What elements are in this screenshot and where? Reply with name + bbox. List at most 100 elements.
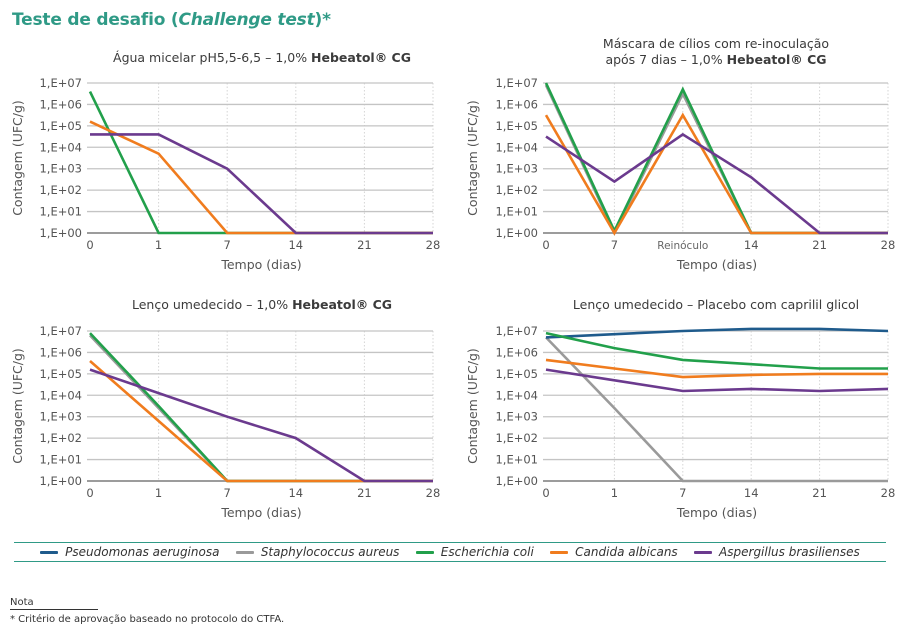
y-tick-label: 1,E+01	[495, 453, 538, 467]
series-line-escherichia-coli	[545, 331, 888, 370]
y-tick-label: 1,E+02	[495, 431, 538, 445]
page-title-prefix: Teste de desafio (	[12, 10, 179, 30]
legend-item: Escherichia coli	[415, 545, 534, 559]
series-line-candida-albicans	[545, 358, 888, 379]
legend-item: Candida albicans	[550, 545, 678, 559]
page-title-italic: Challenge test	[178, 10, 315, 30]
chart-title: Lenço umedecido – Placebo com caprilil g…	[573, 297, 859, 312]
legend-item: Staphylococcus aureus	[235, 545, 400, 559]
x-axis-label: Tempo (dias)	[676, 257, 757, 272]
y-tick-label: 1,E+03	[495, 410, 538, 424]
x-tick-label: 14	[744, 238, 759, 252]
y-tick-label: 1,E+07	[39, 76, 82, 90]
x-tick-label: 14	[288, 238, 303, 252]
y-tick-label: 1,E+07	[495, 324, 538, 338]
series-line-staphylococcus-aureus	[545, 336, 888, 483]
x-tick-label: 7	[611, 238, 618, 252]
y-tick-label: 1,E+00	[39, 226, 82, 240]
chart-title: Lenço umedecido – 1,0% Hebeatol® CG	[132, 297, 392, 312]
x-tick-label: 0	[542, 238, 549, 252]
y-tick-label: 1,E+02	[39, 183, 82, 197]
y-tick-label: 1,E+06	[495, 97, 538, 111]
x-tick-label: 7	[224, 238, 231, 252]
note-label: Nota	[10, 597, 98, 610]
y-tick-label: 1,E+03	[39, 410, 82, 424]
x-tick-label: 1	[611, 486, 618, 500]
page-title: Teste de desafio (Challenge test)*	[12, 10, 331, 30]
chart-title: após 7 dias – 1,0% Hebeatol® CG	[605, 52, 826, 67]
y-tick-label: 1,E+04	[39, 388, 82, 402]
legend-label: Staphylococcus aureus	[260, 545, 400, 559]
y-tick-label: 1,E+04	[495, 140, 538, 154]
y-tick-label: 1,E+05	[495, 367, 538, 381]
y-tick-label: 1,E+04	[39, 140, 82, 154]
x-tick-label: 21	[357, 486, 372, 500]
y-tick-label: 1,E+07	[495, 76, 538, 90]
y-tick-label: 1,E+03	[495, 162, 538, 176]
series-line-aspergillus-brasilienses	[90, 133, 433, 235]
series-line-aspergillus-brasilienses	[545, 132, 888, 235]
y-axis-label: Contagem (UFC/g)	[465, 100, 480, 216]
x-tick-label: 28	[426, 238, 441, 252]
x-axis-label: Tempo (dias)	[676, 505, 757, 520]
x-tick-label: 0	[86, 238, 93, 252]
series-line-candida-albicans	[89, 120, 433, 235]
y-axis-label: Contagem (UFC/g)	[10, 348, 25, 464]
y-tick-label: 1,E+05	[39, 367, 82, 381]
x-tick-label: 21	[812, 486, 827, 500]
x-tick-label: 28	[881, 238, 896, 252]
y-tick-label: 1,E+02	[39, 431, 82, 445]
legend-swatch	[235, 550, 254, 554]
legend-label: Candida albicans	[575, 545, 678, 559]
x-tick-label: 1	[155, 238, 162, 252]
y-tick-label: 1,E+07	[39, 324, 82, 338]
x-tick-label: Reinóculo	[657, 240, 708, 252]
x-axis-label: Tempo (dias)	[220, 257, 301, 272]
y-axis-label: Contagem (UFC/g)	[10, 100, 25, 216]
chart-title: Máscara de cílios com re-inoculação	[603, 36, 829, 51]
legend-swatch	[40, 550, 59, 554]
chart-title: Água micelar pH5,5-6,5 – 1,0% Hebeatol® …	[113, 50, 411, 65]
x-tick-label: 0	[542, 486, 549, 500]
x-tick-label: 21	[812, 238, 827, 252]
y-tick-label: 1,E+05	[39, 119, 82, 133]
chart-3: Lenço umedecido – 1,0% Hebeatol® CG 1,E+0…	[10, 297, 440, 520]
y-tick-label: 1,E+06	[39, 345, 82, 359]
x-tick-label: 28	[426, 486, 441, 500]
chart-4: Lenço umedecido – Placebo com caprilil g…	[465, 297, 895, 520]
page-title-suffix: )*	[314, 10, 331, 30]
legend-label: Aspergillus brasilienses	[719, 545, 860, 559]
y-tick-label: 1,E+06	[495, 345, 538, 359]
y-tick-label: 1,E+01	[39, 453, 82, 467]
legend-swatch	[550, 550, 569, 554]
x-axis-label: Tempo (dias)	[220, 505, 301, 520]
x-tick-label: 0	[86, 486, 93, 500]
y-tick-label: 1,E+00	[495, 226, 538, 240]
chart-1: Água micelar pH5,5-6,5 – 1,0% Hebeatol® …	[10, 50, 440, 272]
legend-label: Pseudomonas aeruginosa	[65, 545, 220, 559]
legend-swatch	[415, 550, 434, 554]
y-axis-label: Contagem (UFC/g)	[465, 348, 480, 464]
y-tick-label: 1,E+06	[39, 97, 82, 111]
x-tick-label: 28	[881, 486, 896, 500]
x-tick-label: 7	[679, 486, 686, 500]
x-tick-label: 7	[224, 486, 231, 500]
x-tick-label: 1	[155, 486, 162, 500]
series-line-pseudomonas-aeruginosa	[545, 327, 889, 339]
series-line-candida-albicans	[89, 360, 433, 483]
y-tick-label: 1,E+03	[39, 162, 82, 176]
chart-2: Máscara de cílios com re-inoculaçãoapós …	[465, 36, 895, 272]
y-tick-label: 1,E+00	[495, 474, 538, 488]
series-line-aspergillus-brasilienses	[89, 368, 433, 483]
x-tick-label: 14	[744, 486, 759, 500]
series-line-escherichia-coli	[544, 82, 888, 235]
legend-item: Pseudomonas aeruginosa	[40, 545, 219, 559]
y-tick-label: 1,E+01	[39, 205, 82, 219]
y-tick-label: 1,E+04	[495, 388, 538, 402]
note-text: * Critério de aprovação baseado no proto…	[10, 614, 285, 625]
legend-item: Aspergillus brasilienses	[694, 545, 860, 559]
y-tick-label: 1,E+02	[495, 183, 538, 197]
legend-label: Escherichia coli	[440, 545, 534, 559]
y-tick-label: 1,E+05	[495, 119, 538, 133]
